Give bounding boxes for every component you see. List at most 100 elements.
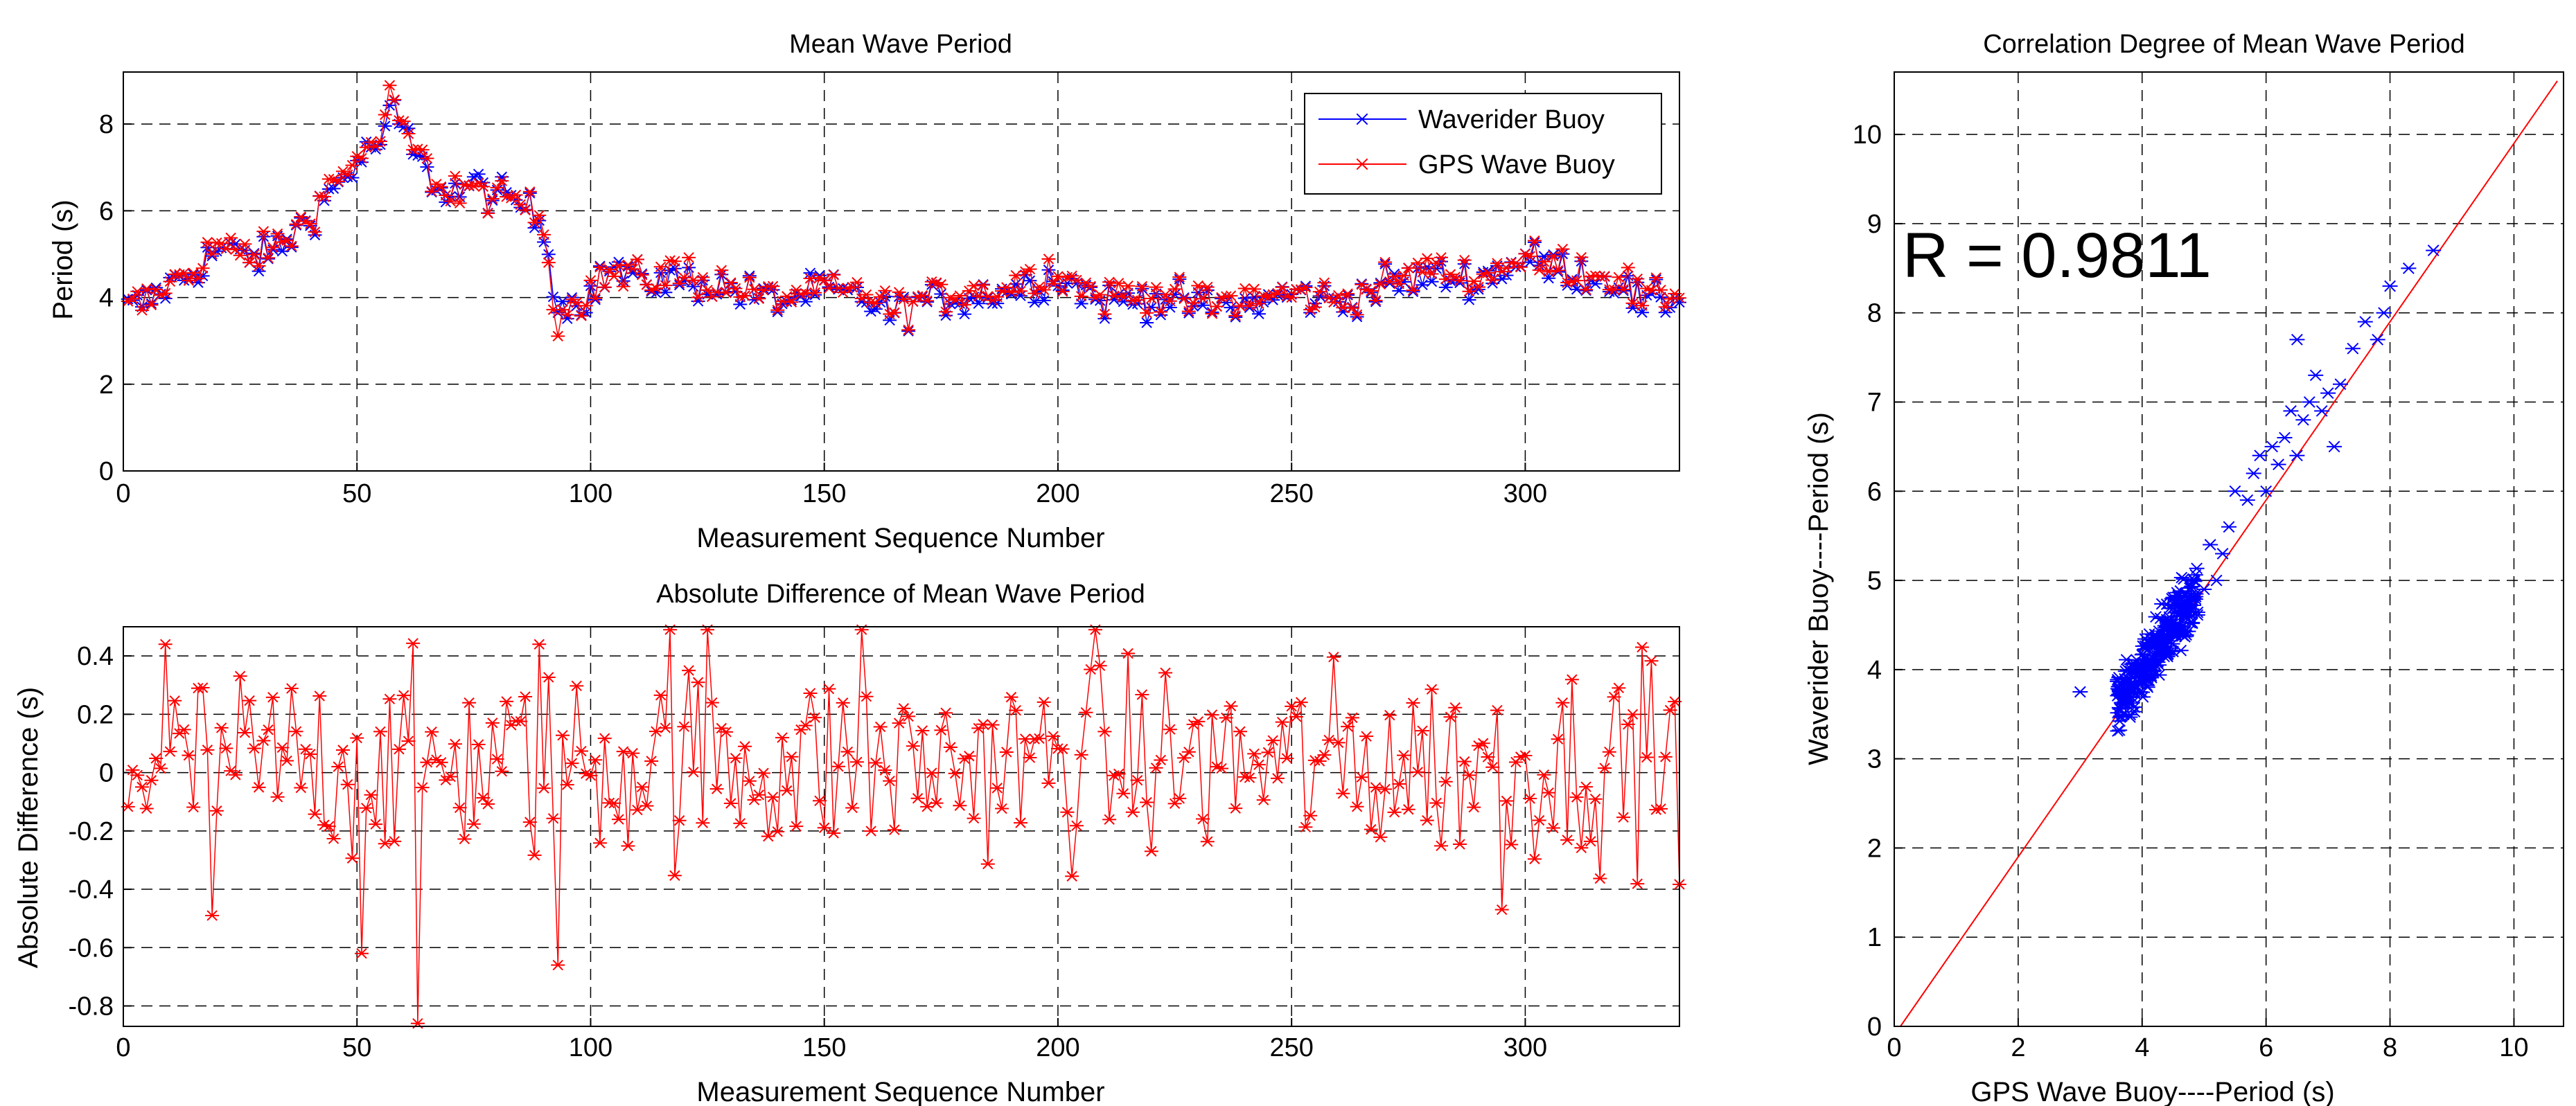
data-point [1364,823,1378,835]
chart-absolute-difference: Absolute Difference of Mean Wave Period … [13,580,1686,1106]
data-point [134,781,149,793]
data-point [247,248,261,259]
data-point [1167,283,1182,295]
data-point [265,242,280,253]
data-point [1639,751,1654,763]
data-point [1013,817,1027,828]
chart1-ytick-label: 8 [99,110,114,139]
data-point [985,719,1000,731]
data-point [359,803,373,814]
legend-label-gps: GPS Wave Buoy [1418,150,1615,179]
data-point [490,184,504,196]
data-point [158,639,173,650]
data-point [1649,272,1664,283]
data-point [1612,271,1626,283]
data-point [827,269,841,280]
data-point [574,310,588,321]
data-point [1649,274,1664,285]
data-point [574,745,588,757]
data-point [808,287,822,298]
data-point [1242,300,1257,312]
data-point [1036,284,1051,296]
data-point [1499,795,1514,807]
chart1-title: Mean Wave Period [789,30,1012,59]
data-point [1331,737,1346,749]
data-point [897,294,911,305]
data-point [195,682,210,693]
data-point [247,742,261,754]
data-point [1368,782,1383,793]
chart2-ylabel: Absolute Difference (s) [13,687,44,968]
data-point [1121,280,1136,292]
data-point [522,186,537,197]
data-point [873,721,888,733]
chart2-ytick-label: -0.8 [69,992,114,1022]
data-point [163,276,177,287]
data-point [289,726,303,737]
data-point [284,242,299,253]
data-point [1527,853,1542,865]
data-point [738,290,752,301]
scatter-points [2072,244,2442,737]
data-point [1537,769,1551,781]
data-point [672,815,687,826]
data-point [191,273,205,284]
data-point [532,210,547,221]
data-point [537,783,552,794]
data-point [364,789,378,801]
data-point [1036,295,1051,306]
data-point [425,726,439,738]
chart2-ticks: 0 50 100 150 200 250 300 0.4 0.2 0 -0.2 -0.4 -0.6 -0.… [69,642,1548,1062]
data-point [1341,288,1355,299]
data-point [556,730,570,741]
data-point [158,287,173,299]
data-point [233,250,247,261]
data-point [280,755,294,767]
data-point [1593,873,1607,884]
data-point [396,690,411,701]
chart3-ytick-label: 7 [1867,389,1882,418]
data-point [1490,704,1504,716]
data-point [1378,783,1393,795]
data-point [592,837,607,848]
data-point [1270,773,1285,784]
data-point [2173,571,2189,584]
data-point [485,195,500,206]
data-point [592,262,607,273]
data-point [1196,813,1210,825]
data-point [1373,832,1388,843]
data-point [1406,286,1420,297]
data-point [588,294,603,305]
data-point [1345,712,1359,724]
data-point [326,833,341,844]
data-point [611,814,626,825]
data-point [1181,747,1196,758]
data-point [139,803,154,814]
data-point [1438,776,1453,787]
data-point [901,325,916,337]
data-point [1032,733,1046,744]
data-point [770,305,785,316]
data-point [1350,309,1364,321]
data-point [644,756,659,767]
data-point [219,243,233,254]
chart2-xtick-label: 150 [802,1033,846,1062]
chart3-ytick-label: 8 [1867,299,1882,328]
data-point [252,260,266,271]
data-point [1102,814,1117,826]
data-point [1481,267,1495,278]
data-point [1200,836,1215,847]
data-point [682,252,696,263]
data-point [1233,726,1247,737]
chart1-xtick-label: 200 [1036,479,1079,508]
legend-box [1304,93,1662,195]
data-point [149,753,164,764]
data-point [1560,835,1575,846]
data-point [1523,793,1537,804]
data-point [1527,235,1542,247]
data-point [798,296,813,307]
data-point [1307,301,1322,313]
data-point [448,738,462,749]
data-point [153,762,168,774]
data-point [448,170,462,181]
